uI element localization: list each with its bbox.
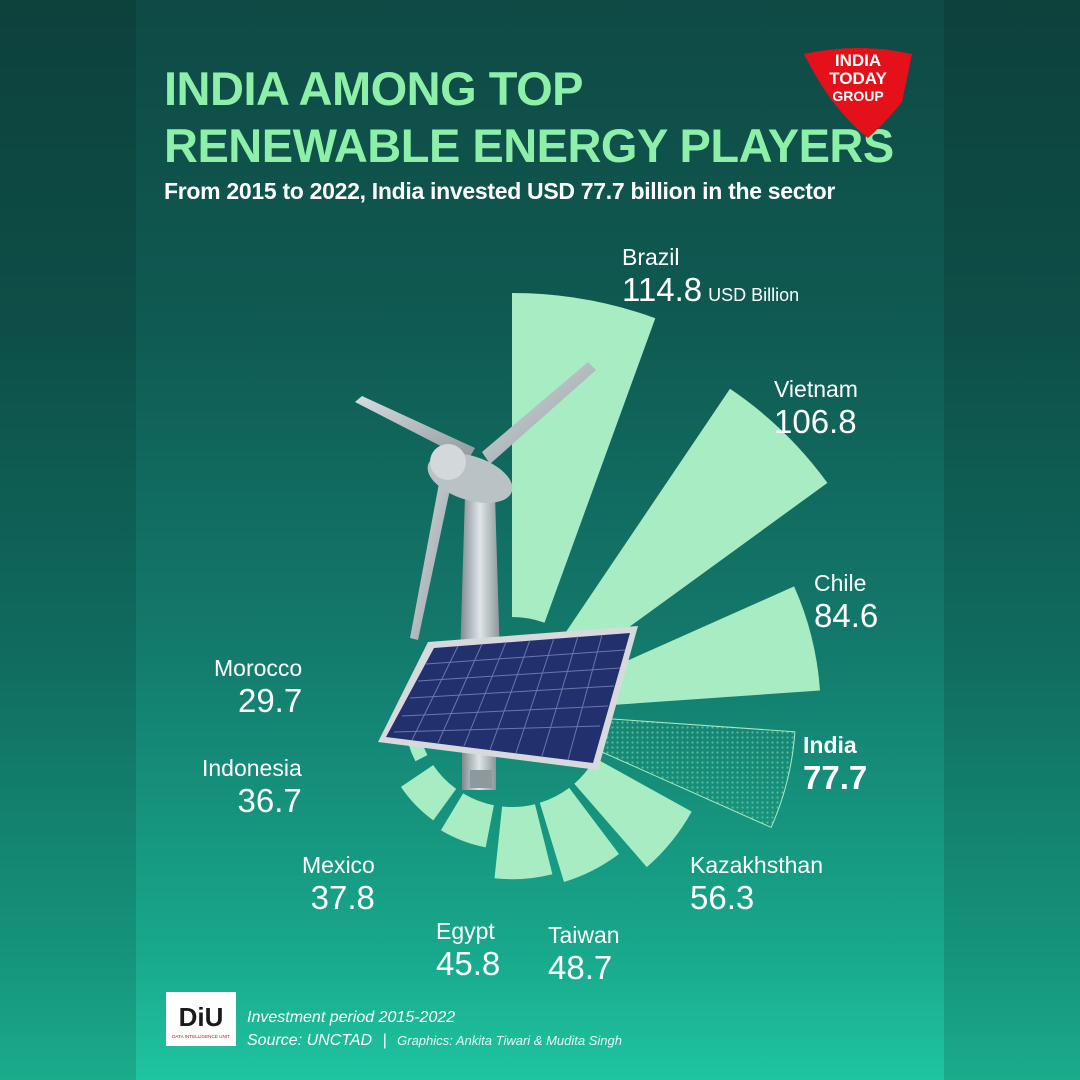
- category-name: Vietnam: [774, 376, 858, 402]
- bar-vietnam: [565, 388, 828, 657]
- label-mexico: Mexico 37.8: [302, 852, 375, 917]
- graphics-credit: Graphics: Ankita Tiwari & Mudita Singh: [397, 1033, 622, 1048]
- value-label: 56.3: [690, 879, 755, 916]
- category-name: Egypt: [436, 918, 495, 944]
- solar-panel-illustration: [378, 626, 638, 788]
- unit-label: USD Billion: [708, 285, 800, 305]
- footer: Investment period 2015-2022 Source: UNCT…: [247, 1006, 622, 1052]
- bar-kazakhsthan: [574, 758, 692, 868]
- label-vietnam: Vietnam 106.8: [774, 376, 858, 441]
- label-kazakhsthan: Kazakhsthan 56.3: [690, 852, 823, 917]
- category-name: Chile: [814, 570, 867, 596]
- bar-sectors: [400, 292, 828, 882]
- value-label: 114.8: [622, 271, 703, 308]
- bar-indonesia: [400, 765, 457, 821]
- separator: |: [382, 1032, 387, 1049]
- right-band: [944, 0, 1080, 1080]
- value-label: 77.7: [803, 759, 868, 796]
- value-label: 37.8: [310, 879, 375, 916]
- value-label: 45.8: [436, 945, 501, 982]
- category-name: Brazil: [622, 244, 680, 270]
- category-name: Indonesia: [202, 755, 302, 781]
- source-text: Source: UNCTAD: [247, 1032, 373, 1049]
- label-india: India 77.7: [803, 732, 867, 797]
- title-line-2: RENEWABLE ENERGY PLAYERS: [164, 119, 894, 172]
- chart-title: INDIA AMONG TOP RENEWABLE ENERGY PLAYERS: [164, 60, 894, 174]
- left-band: [0, 0, 136, 1080]
- diu-logo: DiU DATA INTELLIGENCE UNIT: [166, 992, 236, 1046]
- bar-chile: [598, 586, 820, 706]
- label-egypt: Egypt 45.8: [436, 918, 500, 983]
- bar-brazil: [512, 292, 656, 623]
- value-label: 29.7: [237, 682, 303, 719]
- value-label: 84.6: [814, 597, 879, 634]
- india-today-group-logo: INDIA TODAY GROUP: [804, 48, 912, 138]
- label-brazil: Brazil 114.8 USD Billion: [622, 244, 799, 309]
- bar-mexico: [440, 793, 494, 848]
- diu-logo-text: DiU: [179, 1002, 224, 1032]
- category-name: Morocco: [214, 655, 303, 681]
- bar-taiwan: [539, 787, 619, 882]
- label-morocco: Morocco 29.7: [214, 655, 302, 720]
- title-line-1: INDIA AMONG TOP: [164, 62, 583, 115]
- investment-period: Investment period 2015-2022: [247, 1009, 456, 1026]
- chart-subtitle: From 2015 to 2022, India invested USD 77…: [164, 178, 836, 204]
- logo-line-3: GROUP: [832, 88, 883, 104]
- category-name: India: [803, 732, 857, 758]
- category-name: Taiwan: [548, 922, 620, 948]
- label-chile: Chile 84.6: [814, 570, 878, 635]
- value-label: 106.8: [774, 403, 857, 440]
- bar-egypt: [494, 804, 553, 880]
- logo-line-2: TODAY: [829, 69, 887, 88]
- logo-line-1: INDIA: [835, 51, 881, 70]
- category-name: Kazakhsthan: [690, 852, 823, 878]
- category-name: Mexico: [302, 852, 375, 878]
- label-indonesia: Indonesia 36.7: [202, 755, 302, 820]
- diu-logo-caption: DATA INTELLIGENCE UNIT: [172, 1034, 230, 1039]
- label-taiwan: Taiwan 48.7: [548, 922, 620, 987]
- value-label: 36.7: [237, 782, 302, 819]
- value-label: 48.7: [548, 949, 613, 986]
